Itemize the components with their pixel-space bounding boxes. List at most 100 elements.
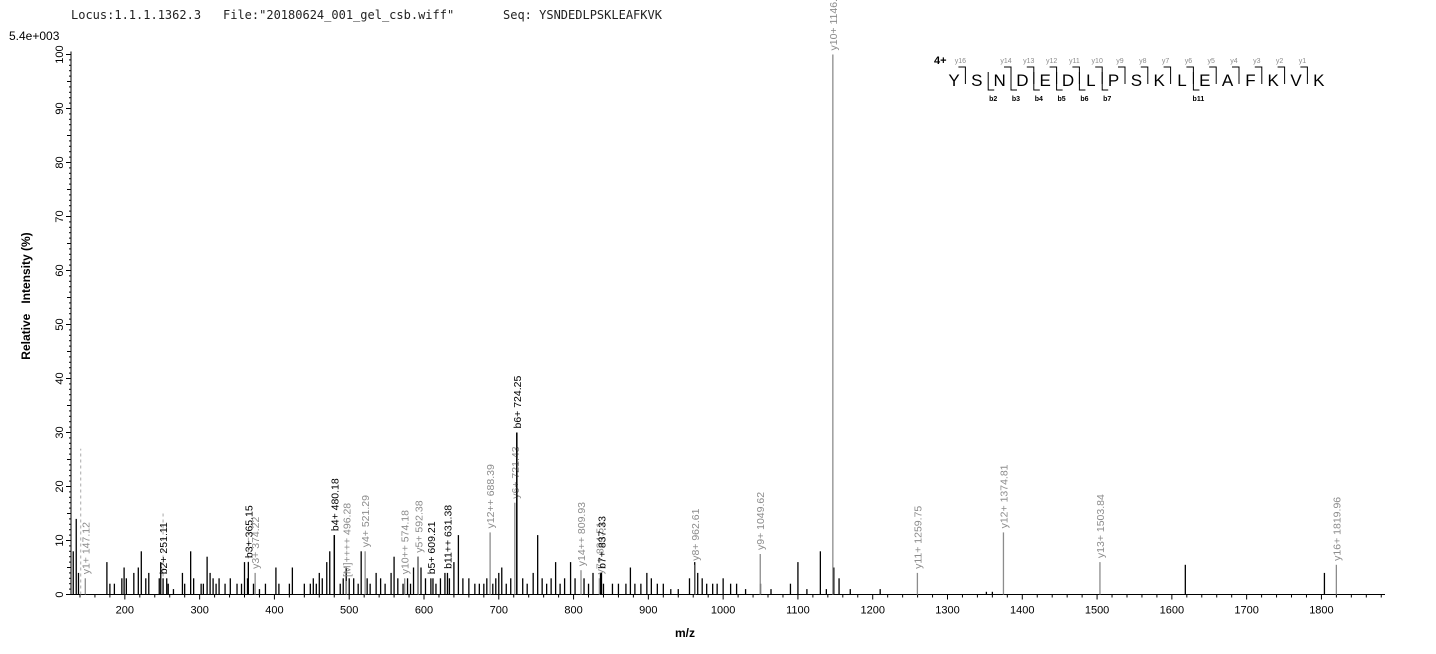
y-ion-peak-label: y11+ 1259.75 (912, 506, 924, 569)
b-ion-peak-label: b5+ 609.21 (426, 521, 438, 574)
b-ion-marker: b6 (1080, 96, 1088, 103)
x-tick-label: 1300 (935, 605, 959, 617)
y-ion-peak-label: y13+ 1503.84 (1095, 494, 1107, 558)
header-file: File:"20180624_001_gel_csb.wiff" (223, 8, 454, 22)
y-ion-marker: y9 (1116, 58, 1124, 65)
sequence-residue: Y (948, 71, 959, 90)
y-ion-marker: y16 (955, 58, 966, 65)
b-ion-peak-label: b3+ 365.15 (243, 505, 255, 558)
b-ion-bracket (987, 72, 995, 91)
y-ion-marker: y14 (1000, 58, 1011, 65)
sequence-residue: L (1086, 71, 1095, 90)
b-ion-peak-label: b7+ 837.33 (596, 516, 608, 569)
x-tick-label: 1600 (1160, 605, 1184, 617)
x-tick-label: 800 (564, 605, 582, 617)
y-tick-label: 40 (54, 372, 66, 384)
x-tick-label: 300 (190, 605, 208, 617)
sequence-residue: F (1245, 71, 1255, 90)
x-tick-label: 900 (639, 605, 657, 617)
y-ion-peak-label: y12++ 688.39 (485, 464, 497, 528)
y-tick-label: 60 (54, 264, 66, 276)
sequence-residue: D (1016, 71, 1028, 90)
b-ion-marker: b7 (1103, 96, 1111, 103)
y-ion-bracket (1186, 66, 1194, 84)
y-ion-bracket (1163, 66, 1172, 84)
x-axis-title: m/z (675, 626, 695, 640)
y-ion-marker: y13 (1023, 58, 1034, 65)
y-ion-peak-label: y9+ 1049.62 (755, 492, 767, 550)
y-ion-bracket (958, 66, 966, 84)
y-ion-marker: y12 (1046, 58, 1057, 65)
header-locus: Locus:1.1.1.1362.3 (71, 8, 201, 22)
y-ion-marker: y10 (1092, 58, 1103, 65)
y-ion-marker: y6 (1185, 58, 1193, 65)
y-ion-marker: y7 (1162, 58, 1170, 65)
y-tick-label: 70 (54, 210, 66, 222)
y-ion-bracket (1095, 66, 1103, 84)
b-ion-bracket (1010, 72, 1017, 91)
b-ion-marker: b2 (989, 96, 997, 103)
b-ion-peak-label: b6+ 724.25 (512, 375, 524, 428)
y-tick-label: 80 (54, 156, 66, 168)
y-ion-marker: y8 (1139, 58, 1147, 65)
sequence-residue: K (1268, 71, 1280, 90)
y-ion-peak-label: y6+ 721.43 (510, 446, 522, 498)
y-ion-peak-label: y1+ 147.12 (80, 522, 92, 574)
y-ion-peak-label: y3+ 374.22 (250, 516, 262, 568)
y-ion-bracket (1118, 66, 1126, 84)
y-ion-peak-label: y5+ 592.38 (413, 500, 425, 552)
b-ion-peak-label: b2+ 251.11 (158, 522, 170, 574)
y-tick-label: 100 (54, 45, 66, 63)
sequence-residue: V (1290, 71, 1302, 90)
y-ion-peak-label: y8+ 962.61 (690, 508, 702, 560)
sequence-residue: A (1222, 71, 1234, 90)
sequence-residue: K (1154, 71, 1166, 90)
sequence-residue: S (1131, 71, 1142, 90)
b-ion-marker: b5 (1058, 96, 1066, 103)
sequence-residue: E (1040, 71, 1051, 90)
b-ion-marker: b4 (1035, 96, 1043, 103)
y-ion-marker: y2 (1276, 58, 1284, 65)
y-tick-label: 0 (54, 591, 66, 597)
y-tick-label: 10 (54, 534, 66, 546)
y-tick-label: 20 (54, 480, 66, 492)
y-ion-marker: y4 (1230, 58, 1238, 65)
x-tick-label: 500 (340, 605, 358, 617)
y-ion-marker: y11 (1069, 58, 1080, 65)
y-ion-peak-label: y16+ 1819.96 (1331, 497, 1343, 561)
sequence-residue: E (1199, 71, 1210, 90)
b-ion-bracket (1101, 72, 1109, 91)
b-ion-marker: b3 (1012, 96, 1020, 103)
x-tick-label: 700 (490, 605, 508, 617)
b-ion-bracket (1056, 72, 1063, 91)
x-tick-label: 1500 (1085, 605, 1109, 617)
x-tick-label: 1700 (1234, 605, 1258, 617)
y-ion-bracket (1232, 66, 1240, 84)
y-ion-marker: y1 (1299, 58, 1307, 65)
intensity-scale-label: 5.4e+003 (9, 29, 60, 43)
y-tick-label: 90 (54, 102, 66, 114)
y-ion-marker: y5 (1207, 58, 1215, 65)
x-tick-label: 1800 (1309, 605, 1333, 617)
sequence-residue: L (1177, 71, 1186, 90)
y-tick-label: 50 (54, 318, 66, 330)
sequence-residue: N (993, 71, 1005, 90)
b-ion-marker: b11 (1193, 96, 1205, 103)
b-ion-peak-label: b4+ 480.18 (329, 478, 341, 531)
x-tick-label: 1400 (1010, 605, 1034, 617)
plot-area: 0 10 20 30 40 50 60 70 80 90 100 200 300 400 500 600 700… (54, 0, 1385, 617)
y-ion-peak-label: y14++ 809.93 (576, 502, 588, 566)
b-ion-bracket (1033, 72, 1040, 91)
y-ion-bracket (1254, 66, 1263, 84)
y-ion-bracket (1300, 66, 1308, 84)
x-tick-label: 1200 (860, 605, 884, 617)
b-ion-bracket (1078, 72, 1086, 91)
b-ion-peak-label: b11++ 631.38 (442, 505, 454, 569)
sequence-residue: D (1062, 71, 1074, 90)
x-tick-label: 200 (116, 605, 134, 617)
sequence-residue: P (1108, 71, 1119, 90)
charge-state-label: 4+ (934, 55, 947, 67)
sequence-residue: S (971, 71, 982, 90)
y-ion-peak-label: y12+ 1374.81 (998, 464, 1010, 528)
